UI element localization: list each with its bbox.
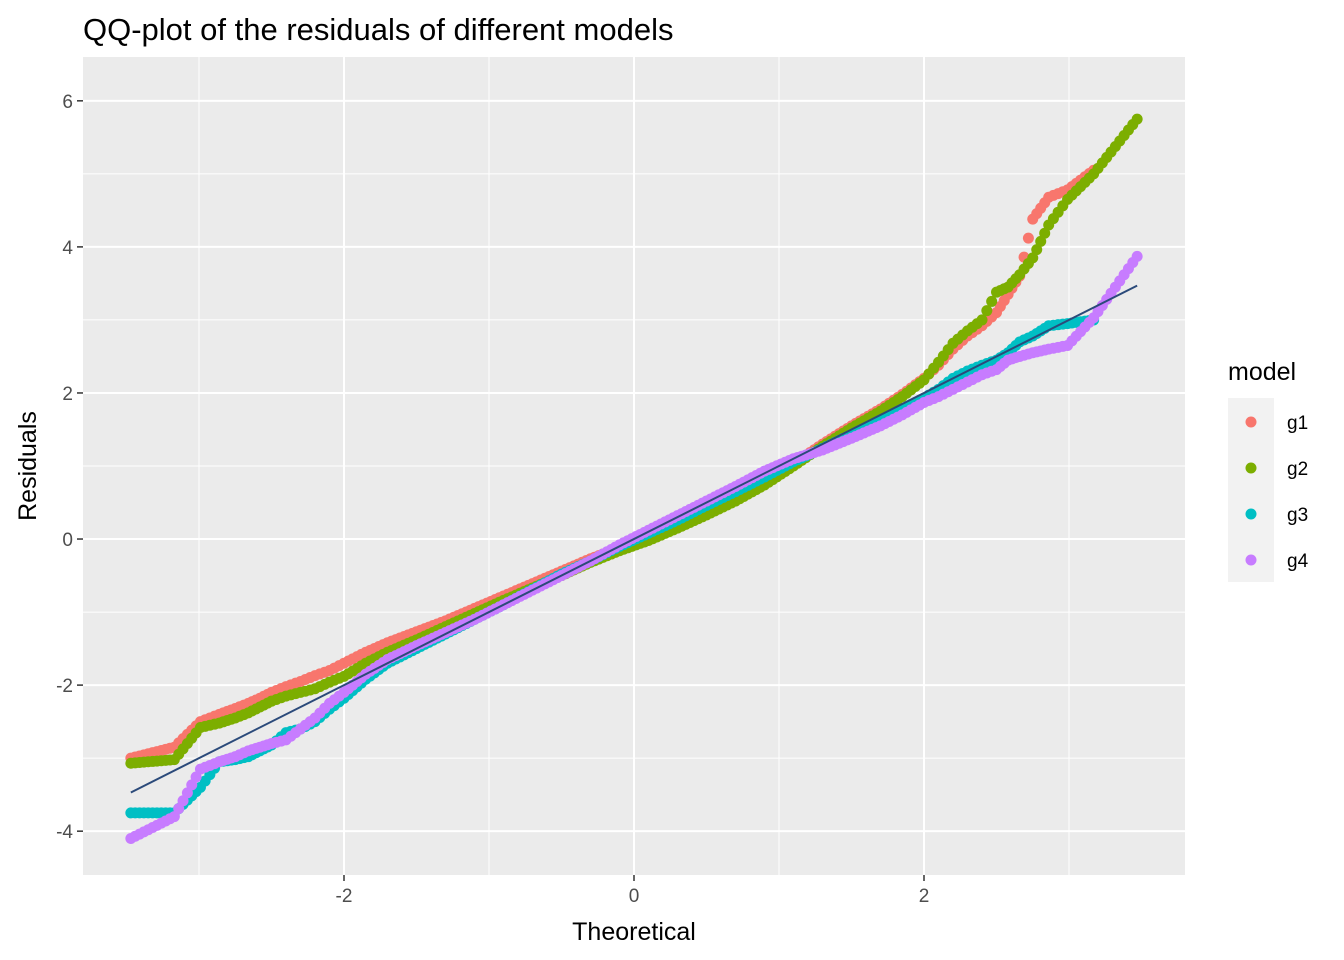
- legend-label-g2: g2: [1287, 459, 1308, 480]
- chart-title: QQ-plot of the residuals of different mo…: [83, 12, 673, 47]
- x-tick-label: 2: [919, 886, 930, 907]
- y-tick-label: -2: [56, 676, 73, 697]
- point-g2: [1039, 227, 1051, 239]
- point-g2: [976, 314, 988, 326]
- legend-title: model: [1228, 358, 1296, 386]
- legend-key-background: [1228, 398, 1274, 582]
- legend-label-g1: g1: [1287, 413, 1308, 434]
- point-g2: [981, 305, 993, 317]
- y-tick-label: 2: [62, 384, 73, 405]
- legend-label-g3: g3: [1287, 505, 1308, 526]
- point-g2: [986, 295, 998, 307]
- point-g2: [1131, 113, 1143, 125]
- point-g2: [1027, 252, 1039, 264]
- legend-label-g4: g4: [1287, 551, 1309, 572]
- reference-line: [130, 284, 1138, 794]
- legend-key-g2: [1245, 462, 1257, 474]
- y-tick-label: 4: [62, 238, 73, 259]
- point-g2: [1031, 244, 1043, 256]
- x-axis-title: Theoretical: [572, 918, 696, 946]
- y-axis-title: Residuals: [14, 411, 42, 521]
- y-tick-label: -4: [56, 822, 73, 843]
- y-tick-label: 6: [62, 92, 73, 113]
- legend-key-g4: [1245, 554, 1257, 566]
- y-axis: -4 -2 0 2 4 6: [56, 92, 83, 843]
- legend-key-g3: [1245, 508, 1257, 520]
- point-g1: [1022, 232, 1034, 244]
- x-tick-label: 0: [629, 886, 640, 907]
- x-tick-label: -2: [336, 886, 353, 907]
- point-g4: [1131, 250, 1143, 262]
- y-tick-label: 0: [62, 530, 73, 551]
- legend-key-g1: [1245, 416, 1257, 428]
- point-g2: [1035, 235, 1047, 247]
- x-axis: -2 0 2: [336, 875, 930, 907]
- data-points: [125, 113, 1143, 844]
- legend: model g1 g2 g3 g4: [1228, 358, 1309, 582]
